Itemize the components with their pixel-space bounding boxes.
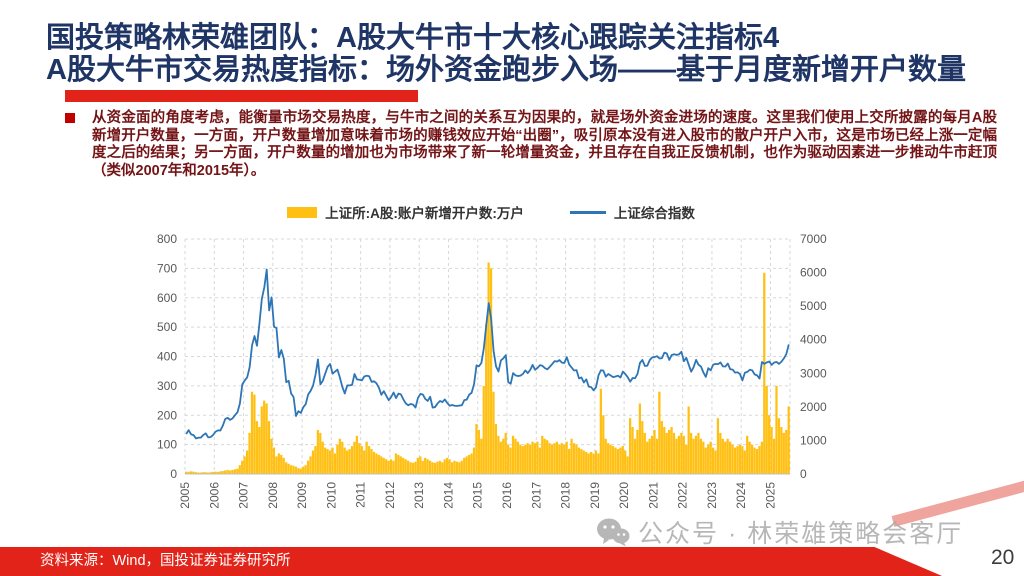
svg-text:200: 200	[157, 408, 177, 422]
svg-text:2006: 2006	[207, 482, 221, 509]
title-line-2: A股大牛市交易热度指标：场外资金跑步入场——基于月度新增开户数量	[46, 54, 966, 86]
svg-text:2013: 2013	[412, 482, 426, 509]
svg-text:500: 500	[157, 320, 177, 334]
svg-text:2025: 2025	[763, 482, 777, 509]
page-number: 20	[991, 546, 1015, 569]
bullet-square-icon	[65, 113, 75, 123]
title-line-1: 国投策略林荣雄团队：A股大牛市十大核心跟踪关注指标4	[46, 22, 780, 54]
svg-text:2007: 2007	[237, 482, 251, 509]
svg-text:2014: 2014	[441, 482, 455, 509]
svg-text:2009: 2009	[295, 482, 309, 509]
legend-label-line: 上证综合指数	[613, 206, 695, 221]
svg-text:2020: 2020	[617, 482, 631, 509]
source-note: 资料来源：Wind，国投证券证券研究所	[40, 553, 291, 569]
svg-text:700: 700	[157, 261, 177, 275]
title-underline-bar	[65, 90, 418, 102]
svg-text:2008: 2008	[266, 482, 280, 509]
svg-text:2021: 2021	[646, 482, 660, 509]
watermark-text: 公众号 · 林荣雄策略会客厅	[638, 520, 964, 548]
wechat-icon	[597, 518, 630, 547]
svg-text:2000: 2000	[800, 400, 827, 414]
line-series-swatch-icon	[569, 210, 606, 214]
svg-text:2022: 2022	[676, 482, 690, 509]
chart-legend: 上证所:A股:账户新增开户数:万户 上证综合指数	[138, 200, 844, 224]
svg-text:4000: 4000	[800, 333, 827, 347]
svg-text:400: 400	[157, 350, 177, 364]
svg-text:2005: 2005	[178, 482, 192, 509]
legend-item-bars: 上证所:A股:账户新增开户数:万户	[287, 202, 524, 222]
svg-text:600: 600	[157, 291, 177, 305]
svg-text:300: 300	[157, 379, 177, 393]
svg-text:7000: 7000	[800, 232, 827, 246]
svg-text:3000: 3000	[800, 366, 827, 380]
svg-text:5000: 5000	[800, 299, 827, 313]
bar-series-swatch-icon	[287, 206, 318, 218]
svg-text:2019: 2019	[588, 482, 602, 509]
svg-text:2018: 2018	[559, 482, 573, 509]
svg-text:2015: 2015	[471, 482, 485, 509]
body-paragraph: 从资金面的角度考虑，能衡量市场交易热度，与牛市之间的关系互为因果的，就是场外资金…	[92, 110, 997, 179]
slide-title: 国投策略林荣雄团队：A股大牛市十大核心跟踪关注指标4 A股大牛市交易热度指标：场…	[46, 22, 1006, 86]
svg-text:2016: 2016	[500, 482, 514, 509]
svg-text:800: 800	[157, 232, 177, 246]
svg-text:1000: 1000	[800, 433, 827, 447]
svg-text:0: 0	[800, 467, 807, 481]
svg-text:6000: 6000	[800, 266, 827, 280]
svg-text:100: 100	[157, 438, 177, 452]
combo-chart-svg: 0 100 200 300 400 500 600 700 800 0 1000 2000 3000 40…	[157, 232, 827, 509]
svg-text:2024: 2024	[734, 482, 748, 509]
svg-text:0: 0	[170, 467, 177, 481]
svg-text:2011: 2011	[354, 482, 368, 508]
body-paragraph-block: 从资金面的角度考虑，能衡量市场交易热度，与牛市之间的关系互为因果的，就是场外资金…	[65, 110, 997, 180]
footer-band: 资料来源：Wind，国投证券证券研究所	[0, 547, 943, 576]
svg-text:2012: 2012	[383, 482, 397, 509]
legend-label-bars: 上证所:A股:账户新增开户数:万户	[325, 206, 524, 221]
svg-text:2023: 2023	[705, 482, 719, 509]
svg-text:2017: 2017	[529, 482, 543, 509]
chart-area: 上证所:A股:账户新增开户数:万户 上证综合指数 0 100 200 300 400 50…	[138, 200, 844, 526]
svg-text:2010: 2010	[324, 482, 338, 509]
legend-item-line: 上证综合指数	[569, 202, 695, 222]
watermark: 公众号 · 林荣雄策略会客厅	[596, 514, 963, 550]
